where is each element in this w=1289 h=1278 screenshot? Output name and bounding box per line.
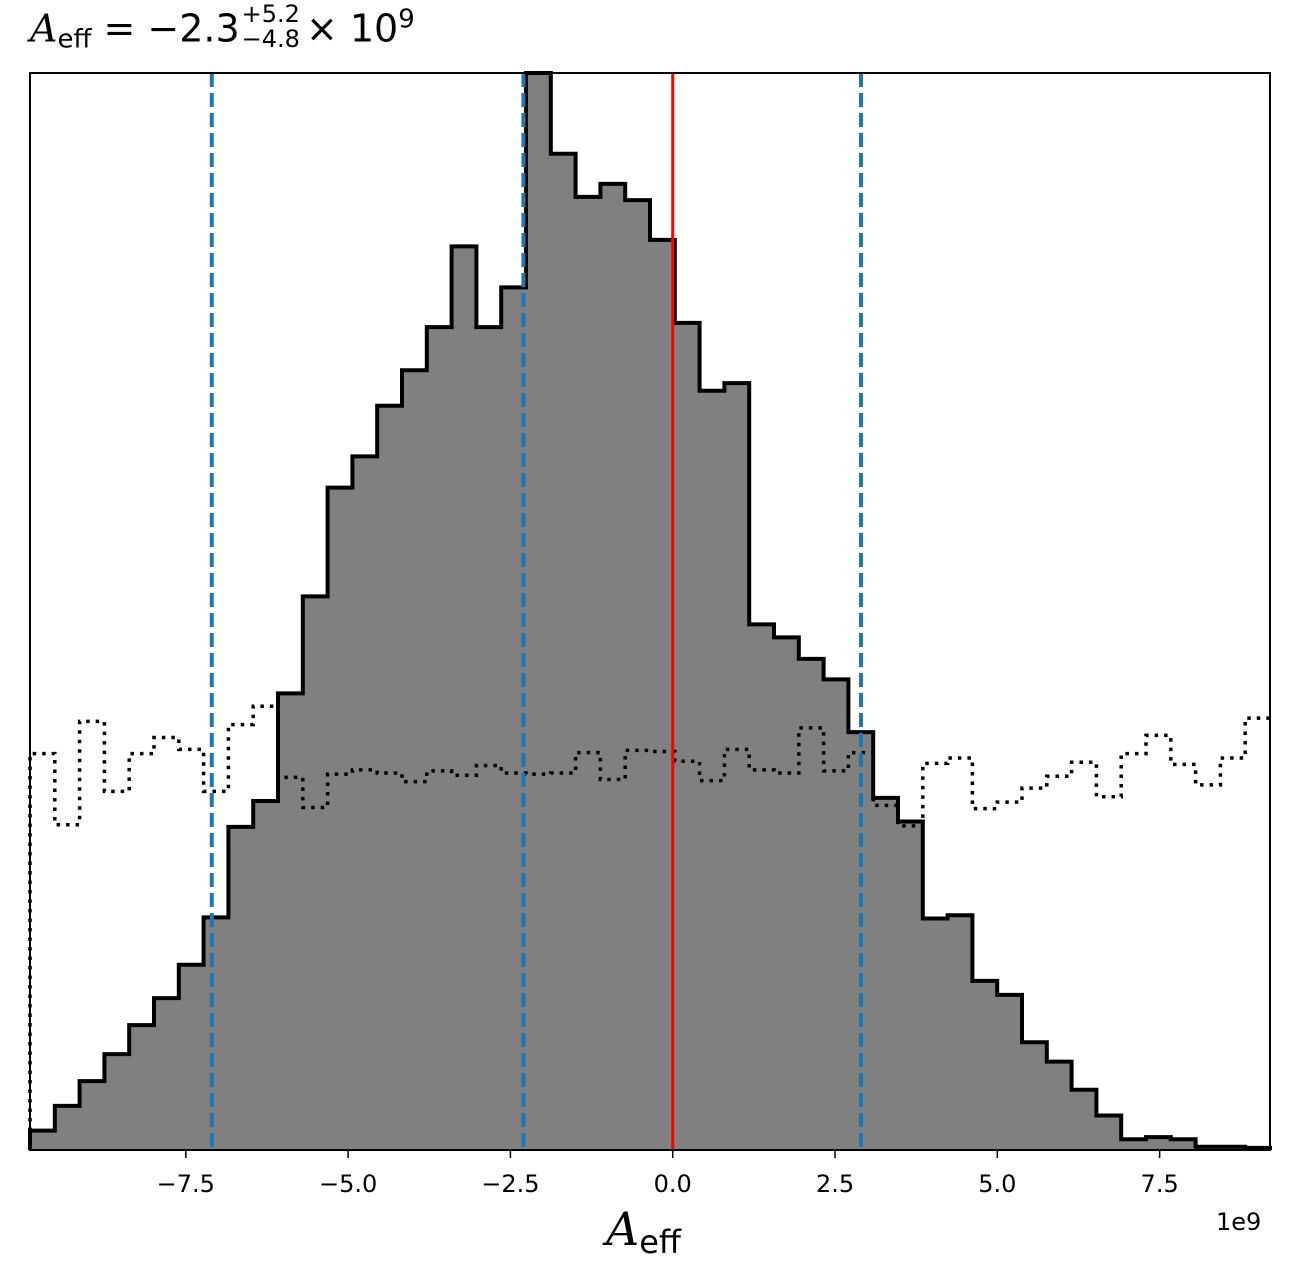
title-exponent: 9 xyxy=(398,4,415,35)
histogram-bar xyxy=(1022,1042,1048,1150)
title-equals: = xyxy=(91,6,148,51)
x-tick-label: −2.5 xyxy=(481,1170,539,1198)
histogram-bar xyxy=(352,456,378,1150)
x-tick-label: −7.5 xyxy=(157,1170,215,1198)
title-lower-error: −4.8 xyxy=(241,25,300,54)
histogram-bar xyxy=(79,1081,105,1150)
histogram-bar xyxy=(798,658,825,1150)
histogram-bar xyxy=(178,964,205,1150)
histogram-bar xyxy=(972,980,998,1150)
title-upper-error: +5.2 xyxy=(241,0,300,28)
histogram-bar xyxy=(278,693,304,1150)
histogram-bar xyxy=(674,322,701,1150)
histogram-bar xyxy=(1146,1137,1172,1150)
histogram-bar xyxy=(154,998,180,1150)
title-median: −2.3 xyxy=(147,6,240,51)
histogram-bar xyxy=(104,1054,130,1150)
histogram-bar xyxy=(327,487,353,1150)
histogram-bar xyxy=(600,183,626,1150)
histogram-bar xyxy=(1046,1061,1073,1150)
histogram-bar xyxy=(650,239,676,1150)
histogram-bar xyxy=(575,196,601,1151)
histogram-fill-layer xyxy=(30,73,1271,1151)
histogram-bar xyxy=(1096,1115,1122,1150)
x-tick-label: 5.0 xyxy=(978,1170,1016,1198)
histogram-bar xyxy=(724,383,750,1150)
title-subscript: eff xyxy=(57,24,92,55)
histogram-bar xyxy=(377,405,403,1151)
histogram-bar xyxy=(54,1105,81,1150)
histogram-bar xyxy=(253,801,279,1150)
histogram-bar xyxy=(451,246,477,1151)
x-axis-offset-label: 1e9 xyxy=(1216,1208,1262,1236)
histogram-bar xyxy=(129,1025,155,1150)
title-errors: +5.2 −4.8 xyxy=(241,0,300,54)
histogram-bar xyxy=(302,596,329,1150)
x-tick-label: 7.5 xyxy=(1141,1170,1179,1198)
histogram-bar xyxy=(476,327,502,1150)
histogram-bar xyxy=(30,1130,56,1150)
histogram-line-layer xyxy=(28,71,1272,1150)
histogram-bar xyxy=(625,200,651,1150)
x-axis-ticks: −7.5 −5.0 −2.5 0.0 2.5 5.0 7.5 xyxy=(157,1150,1179,1198)
title-times: × 10 xyxy=(305,6,399,51)
histogram-bar xyxy=(426,327,453,1150)
marker-lines-layer xyxy=(209,73,863,1150)
prior-step-line xyxy=(28,704,1270,1150)
posterior-step-line xyxy=(28,71,1272,1150)
x-tick-label: 2.5 xyxy=(816,1170,854,1198)
histogram-bar xyxy=(997,994,1023,1150)
x-axis-label-subscript: eff xyxy=(639,1223,681,1261)
histogram-bar xyxy=(922,918,949,1150)
histogram-bar xyxy=(1170,1139,1197,1150)
histogram-bar xyxy=(898,821,924,1150)
x-axis-label-symbol: A xyxy=(606,1202,640,1256)
histogram-bar xyxy=(1121,1139,1147,1150)
histogram-bar xyxy=(228,826,254,1150)
histogram-bar xyxy=(947,915,973,1150)
histogram-bar xyxy=(1071,1089,1097,1150)
histogram-bar xyxy=(774,637,800,1150)
histogram-bar xyxy=(823,679,849,1150)
histogram-bar xyxy=(402,370,428,1150)
x-tick-label: 0.0 xyxy=(654,1170,692,1198)
x-axis-label: Aeff xyxy=(606,1206,681,1258)
histogram-bar xyxy=(203,917,229,1150)
chart-title: Aeff = −2.3 +5.2 −4.8 × 109 xyxy=(30,1,415,56)
histogram-bar xyxy=(550,153,577,1150)
histogram-bar xyxy=(699,390,725,1151)
histogram-bar xyxy=(526,73,552,1150)
histogram-bar xyxy=(749,624,775,1150)
x-tick-label: −5.0 xyxy=(319,1170,377,1198)
histogram-bar xyxy=(873,797,899,1150)
plot-frame xyxy=(29,72,1271,1151)
title-symbol: A xyxy=(30,6,58,51)
